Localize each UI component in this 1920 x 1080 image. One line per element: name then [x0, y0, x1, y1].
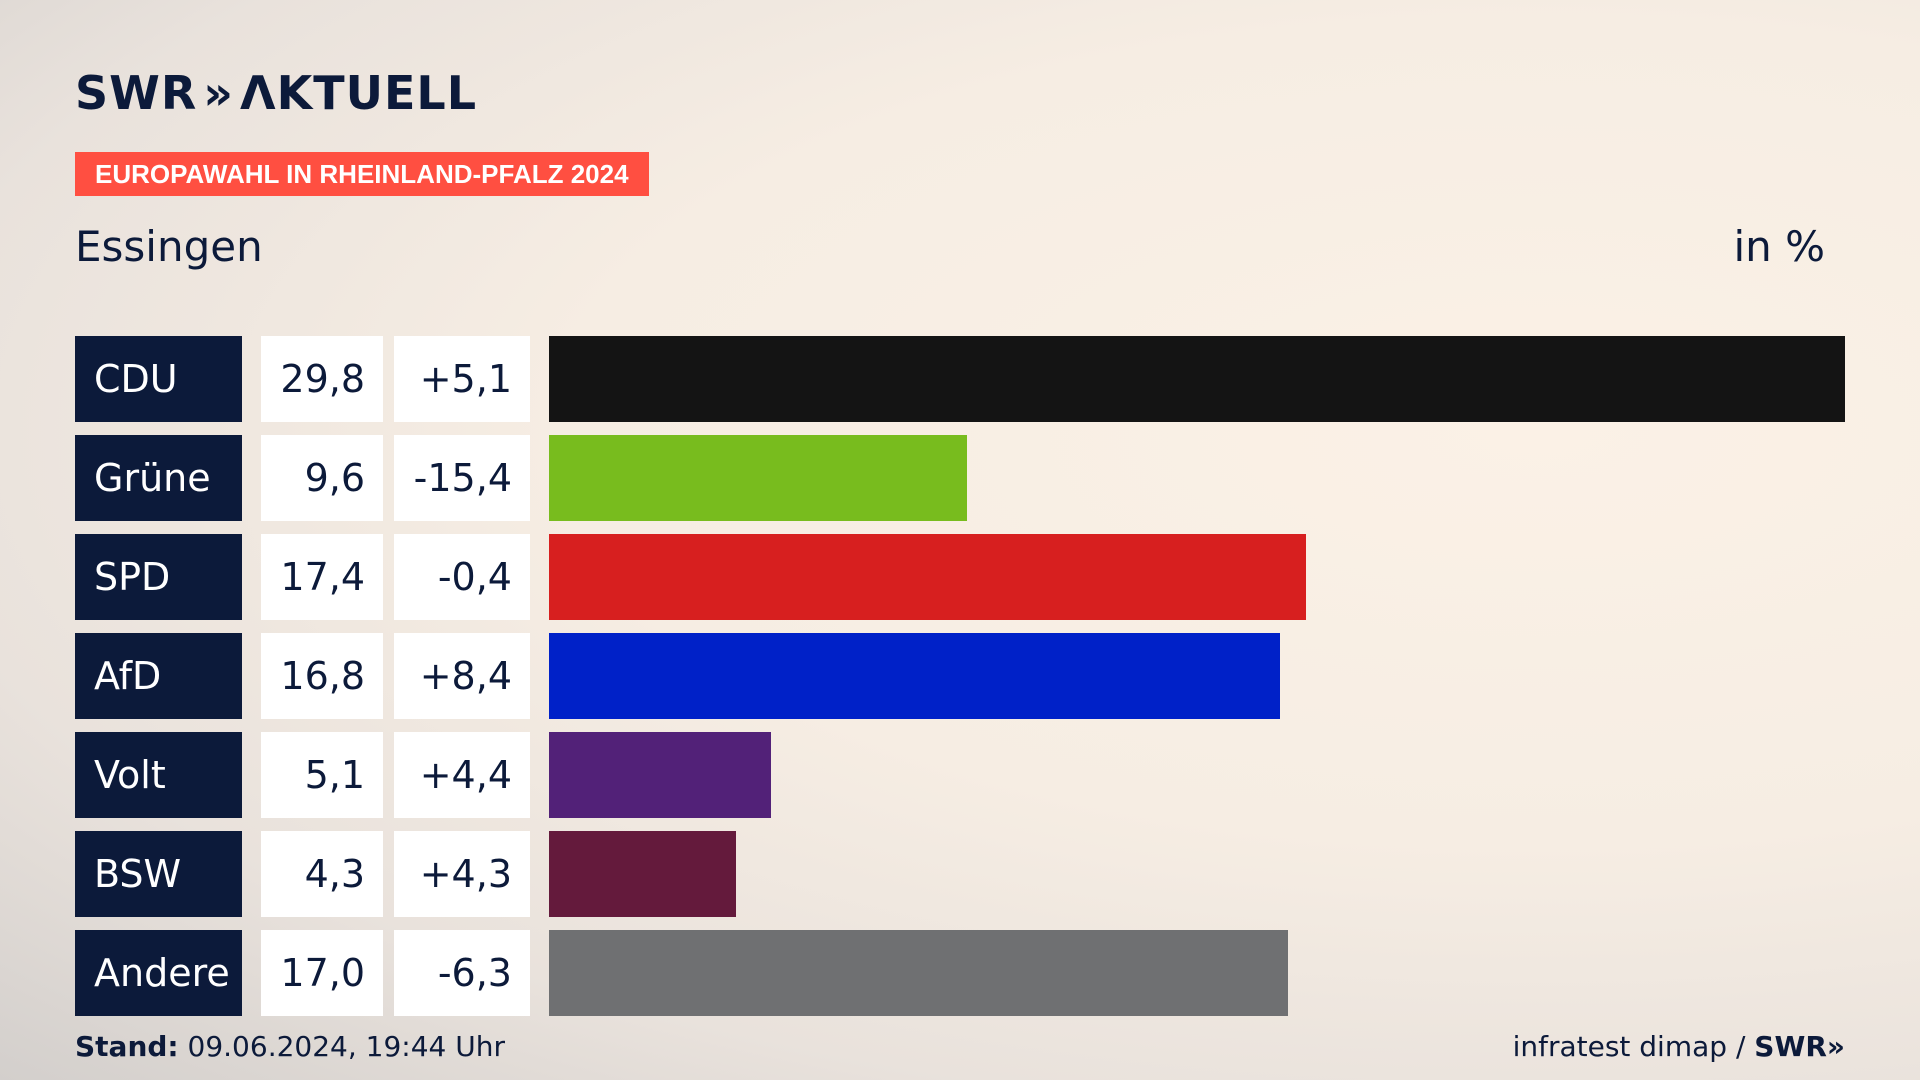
result-row: BSW 4,3 +4,3	[75, 831, 1845, 917]
result-row: SPD 17,4 -0,4	[75, 534, 1845, 620]
change-value: -0,4	[394, 534, 530, 620]
result-row: AfD 16,8 +8,4	[75, 633, 1845, 719]
change-value: +4,3	[394, 831, 530, 917]
vote-share-value: 5,1	[261, 732, 383, 818]
vote-share-value: 17,4	[261, 534, 383, 620]
result-row: Andere 17,0 -6,3	[75, 930, 1845, 1016]
result-bar	[549, 930, 1288, 1016]
party-label: Volt	[75, 732, 242, 818]
vote-share-value: 17,0	[261, 930, 383, 1016]
party-label: Grüne	[75, 435, 242, 521]
vote-share-value: 4,3	[261, 831, 383, 917]
result-bar	[549, 633, 1280, 719]
swr-aktuell-logo: SWR» ΛKTUELL	[75, 66, 477, 120]
vote-share-value: 29,8	[261, 336, 383, 422]
stand-label: Stand:	[75, 1030, 179, 1063]
source-text: infratest dimap /	[1512, 1030, 1746, 1063]
vote-share-value: 16,8	[261, 633, 383, 719]
logo-aktuell: ΛKTUELL	[240, 66, 478, 120]
party-label: SPD	[75, 534, 242, 620]
change-value: -15,4	[394, 435, 530, 521]
party-label: AfD	[75, 633, 242, 719]
party-label: CDU	[75, 336, 242, 422]
vote-share-value: 9,6	[261, 435, 383, 521]
logo-swr: SWR	[75, 66, 198, 120]
location-title: Essingen	[75, 222, 263, 271]
stand-value: 09.06.2024, 19:44 Uhr	[187, 1030, 505, 1063]
party-label: Andere	[75, 930, 242, 1016]
change-value: +4,4	[394, 732, 530, 818]
result-bar	[549, 336, 1845, 422]
result-bar	[549, 534, 1306, 620]
timestamp: Stand: 09.06.2024, 19:44 Uhr	[75, 1030, 505, 1063]
unit-label: in %	[1733, 222, 1825, 271]
election-badge: EUROPAWAHL IN RHEINLAND-PFALZ 2024	[75, 152, 649, 196]
logo-chevron-icon: »	[203, 66, 235, 120]
result-row: CDU 29,8 +5,1	[75, 336, 1845, 422]
source-credit: infratest dimap / SWR»	[1513, 1030, 1845, 1063]
change-value: -6,3	[394, 930, 530, 1016]
result-row: Grüne 9,6 -15,4	[75, 435, 1845, 521]
result-bar	[549, 732, 771, 818]
result-bar	[549, 831, 736, 917]
change-value: +5,1	[394, 336, 530, 422]
source-logo: SWR»	[1754, 1030, 1845, 1063]
party-label: BSW	[75, 831, 242, 917]
result-row: Volt 5,1 +4,4	[75, 732, 1845, 818]
change-value: +8,4	[394, 633, 530, 719]
result-bar	[549, 435, 967, 521]
